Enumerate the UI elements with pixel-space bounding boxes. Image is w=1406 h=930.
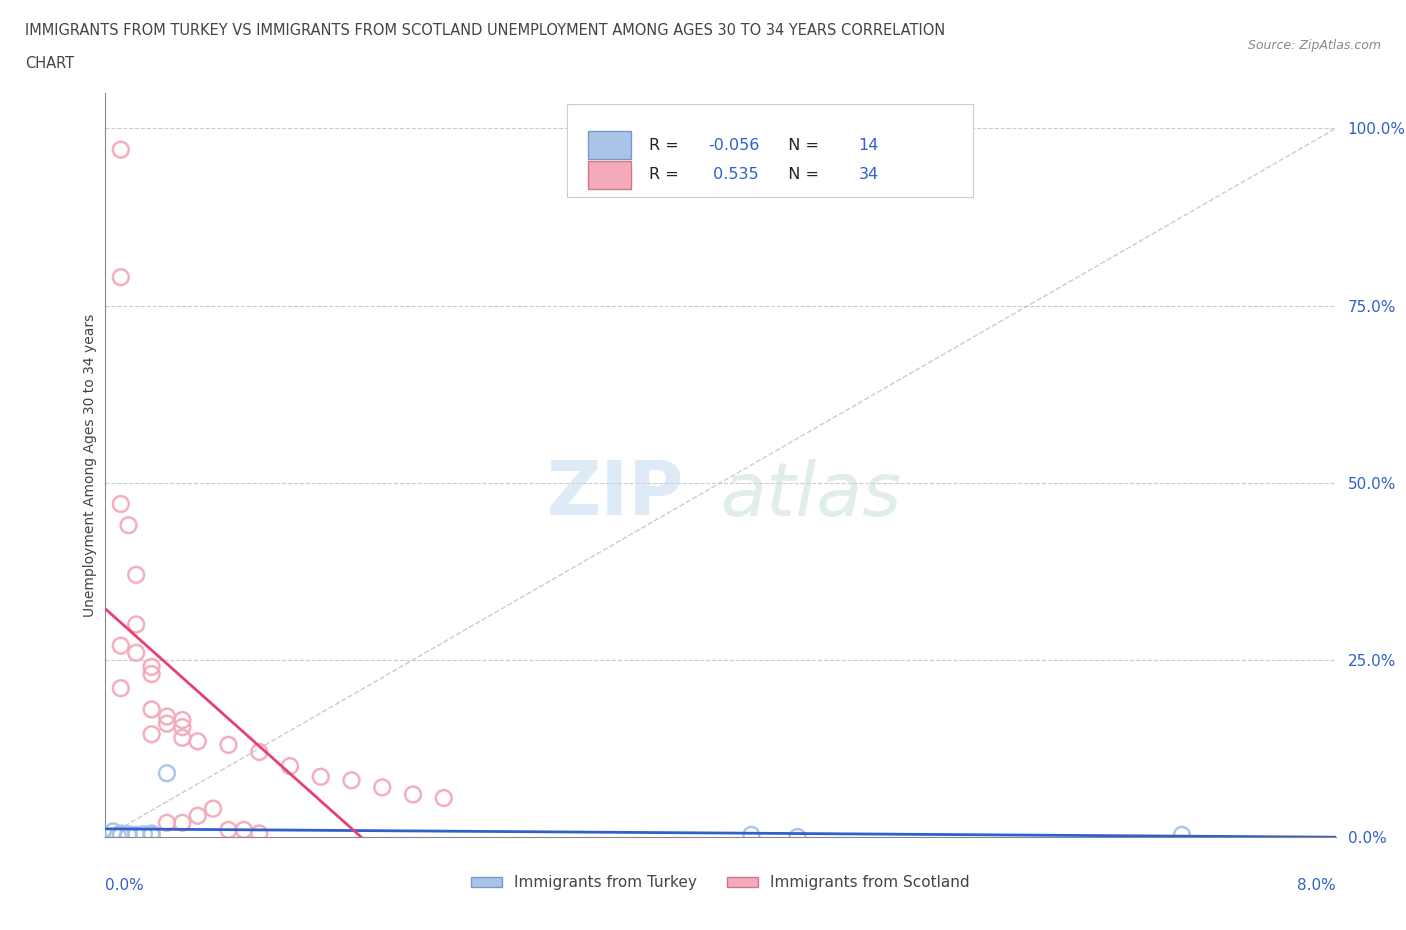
Point [156,816,179,830]
Text: N =: N = [779,138,824,153]
Point [110,828,132,843]
Point [218,822,240,837]
Point [125,645,148,660]
Point [117,828,139,843]
Point [371,780,394,795]
Point [172,720,194,735]
Text: IMMIGRANTS FROM TURKEY VS IMMIGRANTS FROM SCOTLAND UNEMPLOYMENT AMONG AGES 30 TO: IMMIGRANTS FROM TURKEY VS IMMIGRANTS FRO… [25,23,946,38]
Point [101,824,124,839]
Point [110,681,132,696]
Text: 34: 34 [859,167,879,182]
Point [110,270,132,285]
Point [117,518,139,533]
Point [125,617,148,631]
Point [187,734,209,749]
Point [117,827,139,842]
Point [132,827,155,842]
Text: R =: R = [650,138,685,153]
Text: 8.0%: 8.0% [1296,878,1336,893]
Point [247,745,270,760]
Point [172,712,194,727]
Point [786,830,808,844]
Point [156,765,179,780]
Point [433,790,456,805]
Point [1171,828,1194,843]
Point [740,828,762,843]
Text: -0.056: -0.056 [709,138,759,153]
Y-axis label: Unemployment Among Ages 30 to 34 years: Unemployment Among Ages 30 to 34 years [83,313,97,617]
Point [172,816,194,830]
Point [218,737,240,752]
Point [141,828,163,843]
FancyBboxPatch shape [567,104,973,197]
Point [125,567,148,582]
Point [340,773,363,788]
Text: 0.535: 0.535 [709,167,759,182]
Point [110,497,132,512]
Text: 14: 14 [859,138,879,153]
Point [156,716,179,731]
Point [187,808,209,823]
Text: R =: R = [650,167,685,182]
Point [247,826,270,841]
Point [107,828,129,843]
Point [125,828,148,843]
Point [141,659,163,674]
Text: 0.0%: 0.0% [105,878,145,893]
Point [402,787,425,802]
Point [110,638,132,653]
Point [232,822,254,837]
Text: N =: N = [779,167,824,182]
Point [156,709,179,724]
Point [110,826,132,841]
FancyBboxPatch shape [588,131,631,159]
FancyBboxPatch shape [588,161,631,189]
Text: atlas: atlas [721,458,903,531]
Point [141,727,163,742]
Point [309,769,332,784]
Point [141,826,163,841]
Point [110,142,132,157]
Point [141,667,163,682]
Text: Source: ZipAtlas.com: Source: ZipAtlas.com [1247,39,1381,52]
Text: CHART: CHART [25,56,75,71]
Point [278,759,301,774]
Point [172,730,194,745]
Legend: Immigrants from Turkey, Immigrants from Scotland: Immigrants from Turkey, Immigrants from … [465,870,976,897]
Text: ZIP: ZIP [547,458,683,531]
Point [202,802,225,817]
Point [141,702,163,717]
